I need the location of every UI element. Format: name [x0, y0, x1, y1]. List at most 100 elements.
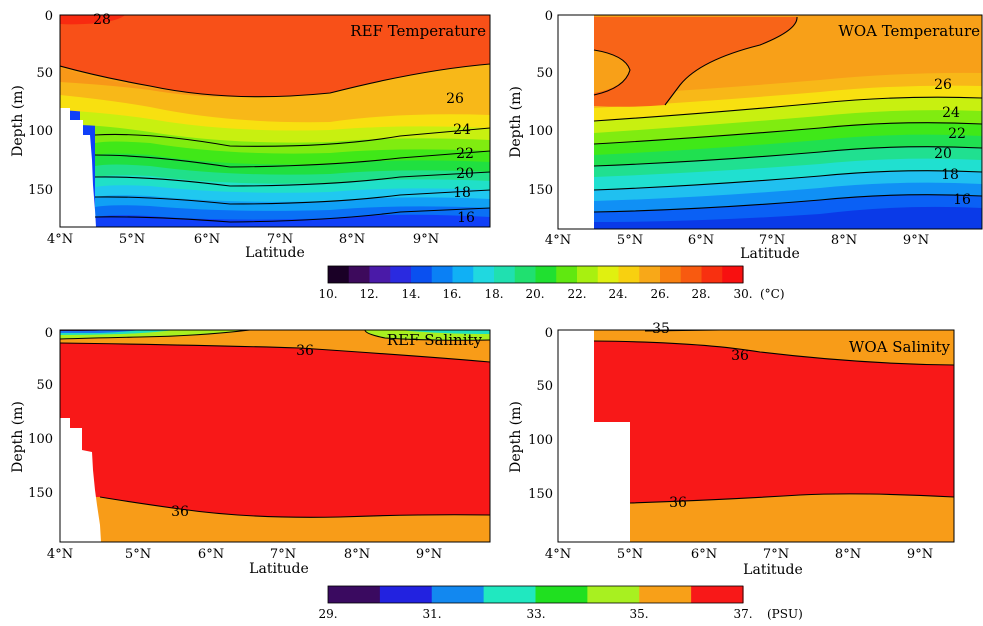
land-mask [60, 108, 96, 227]
colorbar-swatch [680, 266, 703, 283]
x-tick-label: 7°N [763, 547, 789, 562]
colorbar-swatch [556, 266, 578, 283]
colorbar-frame [327, 585, 744, 604]
colorbar-swatch [597, 266, 620, 283]
contour-label: 18 [453, 185, 471, 201]
colorbar-swatch [431, 586, 485, 603]
colorbar-swatch [701, 266, 723, 283]
y-tick-label: 100 [28, 124, 53, 139]
contour-label: 16 [953, 192, 971, 208]
x-axis-label: Latitude [249, 561, 309, 577]
plot-frame [557, 329, 955, 543]
colorbar-tick-label: 29. [318, 607, 337, 621]
land-mask [594, 422, 630, 542]
contour-label: 22 [456, 146, 474, 162]
y-tick-label: 150 [28, 486, 53, 501]
colorbar-tick-label: 16. [442, 287, 461, 301]
colorbar-tick-label: 12. [359, 287, 378, 301]
x-tick-label: 7°N [270, 547, 296, 562]
contour-line [593, 49, 631, 96]
contour-label: 36 [296, 343, 314, 359]
y-tick-label: 0 [545, 9, 553, 24]
contour-line [60, 342, 490, 363]
colorbar-swatch [514, 266, 537, 283]
colorbar-unit: (PSU) [767, 607, 803, 621]
contour-label: 16 [457, 210, 475, 226]
panel-title: WOA Salinity [849, 338, 951, 356]
colorbar-swatch [328, 266, 350, 283]
x-tick-label: 5°N [119, 232, 145, 247]
x-tick-label: 8°N [339, 232, 365, 247]
contour-line [593, 170, 982, 191]
colorbar-tick-label: 22. [567, 287, 586, 301]
y-axis-label: Depth (m) [508, 86, 524, 158]
contour-label: 36 [669, 495, 687, 511]
x-tick-label: 9°N [413, 232, 439, 247]
colorbar-swatch [452, 266, 474, 283]
y-axis-label: Depth (m) [508, 401, 524, 473]
x-tick-label: 7°N [759, 233, 785, 248]
colorbar-tick-label: 24. [608, 287, 627, 301]
colorbar-swatch [411, 266, 433, 283]
plot-frame [59, 14, 491, 228]
colorbar-swatch [328, 586, 381, 603]
x-tick-label: 4°N [545, 547, 571, 562]
x-tick-label: 9°N [416, 547, 442, 562]
y-axis-label: Depth (m) [10, 401, 26, 473]
x-tick-label: 5°N [617, 547, 643, 562]
colorbar-swatch [660, 266, 682, 283]
contour-line [60, 330, 251, 340]
x-tick-label: 8°N [831, 233, 857, 248]
contour-label: 24 [453, 122, 471, 138]
y-tick-label: 100 [528, 433, 553, 448]
colorbar-tick-label: 14. [401, 287, 420, 301]
x-tick-label: 6°N [198, 547, 224, 562]
colorbar-swatch [639, 266, 661, 283]
band [594, 50, 630, 93]
contour-line [593, 122, 982, 145]
colorbar-swatch [577, 266, 599, 283]
colorbar-tick-label: 37. [733, 607, 752, 621]
contour-line [593, 194, 982, 213]
contour-label: 36 [731, 348, 749, 364]
x-tick-label: 5°N [617, 233, 643, 248]
contour-label: 18 [941, 167, 959, 183]
contour-line [94, 150, 490, 168]
x-axis-label: Latitude [245, 245, 305, 261]
colorbar-unit: (°C) [760, 287, 785, 301]
panel-title: REF Salinity [387, 331, 483, 349]
contour-label: 28 [93, 12, 111, 28]
colorbar-swatch [535, 266, 557, 283]
y-tick-label: 50 [536, 379, 553, 394]
colorbar-tick-label: 33. [526, 607, 545, 621]
colorbar-swatch [691, 586, 744, 603]
y-tick-label: 50 [536, 66, 553, 81]
x-tick-label: 4°N [545, 233, 571, 248]
colorbar-tick-label: 35. [629, 607, 648, 621]
contour-label: 20 [934, 146, 952, 162]
y-tick-label: 0 [45, 9, 53, 24]
salinity-colorbar: 29. 31. 33. 35. 37. (PSU) [318, 585, 803, 621]
y-tick-label: 150 [528, 183, 553, 198]
band [60, 343, 490, 518]
colorbar-tick-label: 28. [691, 287, 710, 301]
colorbar-swatch [379, 586, 433, 603]
x-axis-label: Latitude [743, 562, 803, 578]
band [400, 330, 490, 334]
plot-frame [59, 329, 491, 543]
contour-label: 20 [456, 166, 474, 182]
band [594, 341, 954, 503]
x-tick-label: 9°N [907, 547, 933, 562]
panel-woa-salinity: WOA Salinity 35 36 36 0 50 100 150 4°N 5… [508, 321, 955, 578]
contour-line [593, 340, 954, 366]
panel-woa-temperature: WOA Temperature 26 24 22 20 18 16 0 50 1… [508, 9, 983, 262]
contour-label: 24 [942, 105, 960, 121]
colorbar-tick-label: 20. [525, 287, 544, 301]
temperature-colorbar: 10. 12. 14. 16. 18. 20. 22. 24. 26. 28. … [318, 265, 785, 301]
colorbar-tick-label: 26. [650, 287, 669, 301]
band [60, 15, 490, 97]
panel-title: REF Temperature [350, 22, 486, 40]
contour-line [94, 189, 490, 205]
panel-ref-salinity: REF Salinity 36 36 0 50 100 150 4°N 5°N … [10, 326, 491, 577]
